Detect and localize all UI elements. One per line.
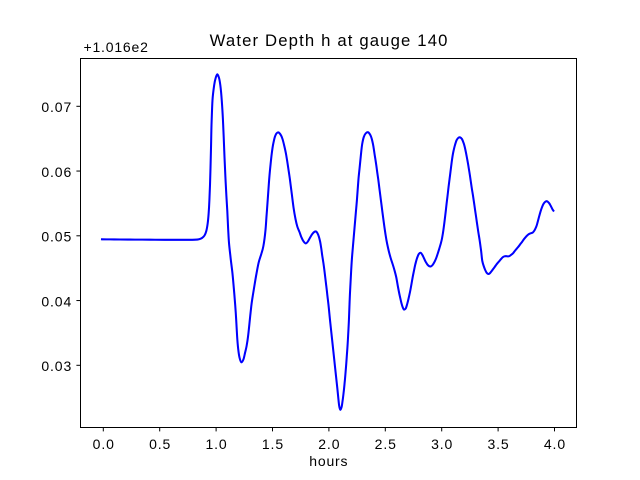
svg-text:0.5: 0.5 [149,436,171,452]
svg-text:0.06: 0.06 [41,164,72,180]
svg-text:0.03: 0.03 [41,358,72,374]
svg-text:Water Depth h at gauge 140: Water Depth h at gauge 140 [210,31,449,50]
svg-text:+1.016e2: +1.016e2 [84,39,149,55]
svg-text:3.5: 3.5 [487,436,509,452]
svg-text:1.5: 1.5 [262,436,284,452]
svg-text:0.04: 0.04 [41,293,72,309]
svg-text:0.05: 0.05 [41,229,72,245]
svg-text:0.0: 0.0 [93,436,115,452]
svg-text:0.07: 0.07 [41,99,72,115]
svg-text:1.0: 1.0 [205,436,227,452]
svg-text:2.5: 2.5 [375,436,397,452]
svg-text:2.0: 2.0 [318,436,340,452]
svg-text:4.0: 4.0 [544,436,566,452]
svg-text:3.0: 3.0 [431,436,453,452]
svg-text:hours: hours [309,453,348,469]
